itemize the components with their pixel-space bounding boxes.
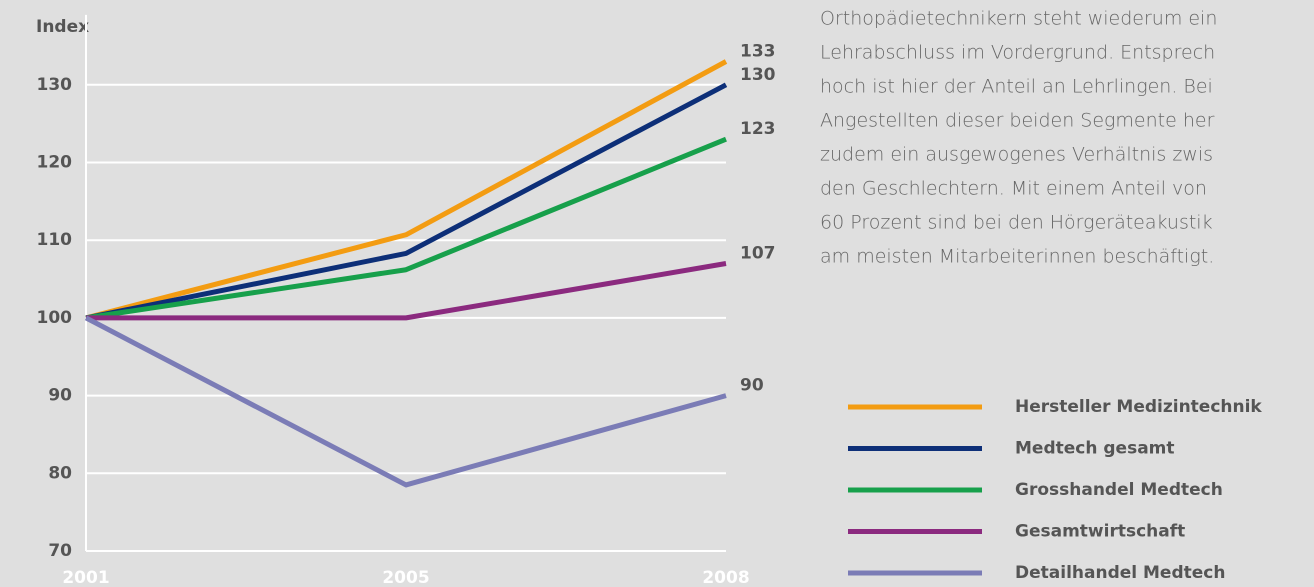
paragraph-line: Lehrabschluss im Vordergrund. Entsprech xyxy=(820,42,1215,64)
series-line xyxy=(85,59,728,321)
legend-label: Grosshandel Medtech xyxy=(1015,480,1223,500)
series-line xyxy=(85,82,728,321)
x-tick-label: 2005 xyxy=(382,568,429,587)
series-line xyxy=(84,315,727,488)
x-tick-label: 2008 xyxy=(702,568,749,587)
y-tick-label: 110 xyxy=(37,230,73,250)
y-tick-label: 120 xyxy=(37,153,73,173)
legend-label: Gesamtwirtschaft xyxy=(1015,522,1185,542)
y-tick-label: 100 xyxy=(37,308,73,328)
y-axis-label: Index xyxy=(36,17,89,37)
y-tick-label: 80 xyxy=(48,463,72,483)
paragraph-line: Angestellten dieser beiden Segmente her xyxy=(820,110,1215,132)
paragraph-line: 60 Prozent sind bei den Hörgeräteakustik xyxy=(820,212,1213,234)
end-label: 130 xyxy=(740,65,776,85)
legend-label: Hersteller Medizintechnik xyxy=(1015,397,1262,417)
end-label: 133 xyxy=(740,41,776,61)
paragraph-line: Orthopädietechnikern steht wiederum ein xyxy=(820,8,1217,30)
series-line xyxy=(85,136,727,321)
y-tick-label: 90 xyxy=(48,386,72,406)
y-tick-label: 130 xyxy=(37,75,73,95)
legend-label: Detailhandel Medtech xyxy=(1015,563,1225,583)
paragraph-line: hoch ist hier der Anteil an Lehrlingen. … xyxy=(820,76,1213,98)
end-label: 90 xyxy=(740,376,764,396)
paragraph-line: am meisten Mitarbeiterinnen beschäftigt. xyxy=(820,246,1214,268)
y-tick-label: 70 xyxy=(48,541,72,561)
end-label: 107 xyxy=(740,244,776,264)
x-tick-label: 2001 xyxy=(62,568,109,587)
series-line xyxy=(86,261,727,321)
end-label: 123 xyxy=(740,119,776,139)
paragraph-line: den Geschlechtern. Mit einem Anteil von xyxy=(820,178,1207,200)
paragraph-line: zudem ein ausgewogenes Verhältnis zwis xyxy=(820,144,1213,166)
legend-label: Medtech gesamt xyxy=(1015,439,1175,459)
